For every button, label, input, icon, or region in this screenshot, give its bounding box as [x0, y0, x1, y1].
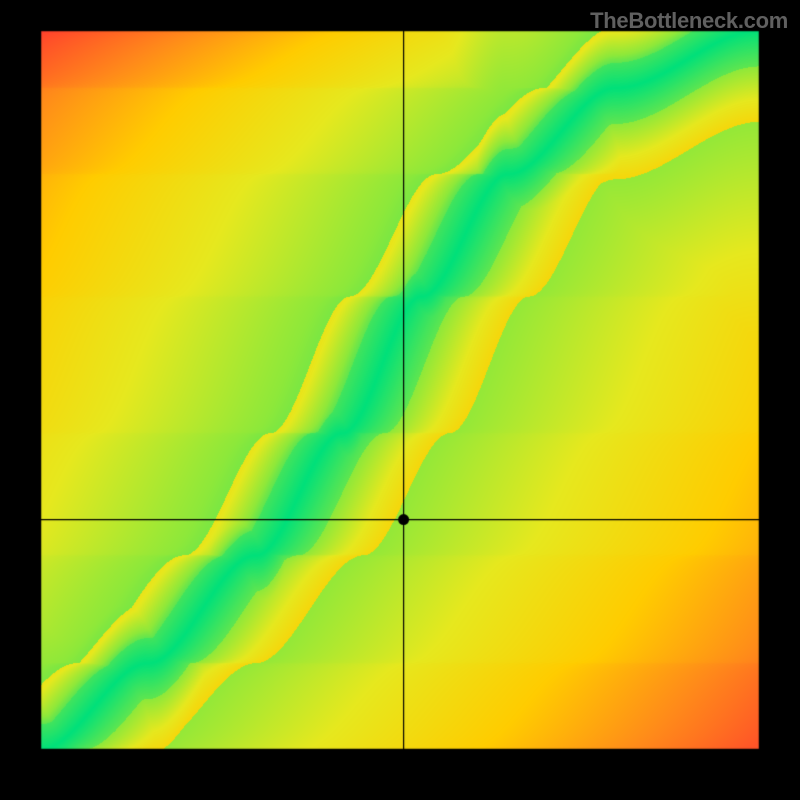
chart-container: TheBottleneck.com — [0, 0, 800, 800]
watermark-text: TheBottleneck.com — [590, 8, 788, 34]
bottleneck-heatmap — [0, 0, 800, 800]
